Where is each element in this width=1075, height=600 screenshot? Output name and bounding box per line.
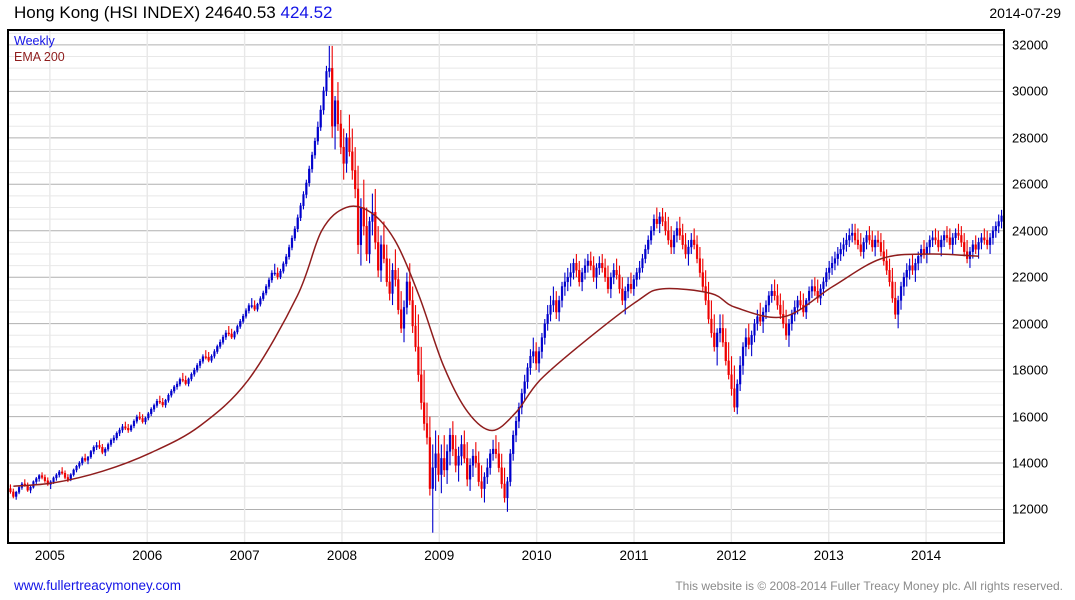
as-of-date: 2014-07-29 xyxy=(989,5,1061,21)
candlestick-series xyxy=(9,45,1003,533)
y-tick-label: 26000 xyxy=(1012,176,1049,192)
page-title: Hong Kong (HSI INDEX) 24640.53 424.52 xyxy=(14,3,333,23)
chart-header: Hong Kong (HSI INDEX) 24640.53 424.52 20… xyxy=(0,0,1075,28)
gridlines-major xyxy=(9,44,1003,510)
x-tick-label: 2005 xyxy=(34,548,65,563)
y-tick-label: 32000 xyxy=(1012,37,1049,53)
ema-200-line xyxy=(13,205,979,487)
y-tick-label: 22000 xyxy=(1012,269,1049,285)
y-tick-label: 16000 xyxy=(1012,409,1049,425)
y-axis-labels: 12000 14000 16000 18000 20000 22000 24000 26000… xyxy=(1012,29,1075,544)
site-url[interactable]: www.fullertreacymoney.com xyxy=(14,578,182,593)
x-tick-label: 2009 xyxy=(424,548,455,563)
x-tick-label: 2012 xyxy=(716,548,747,563)
y-tick-label: 28000 xyxy=(1012,130,1049,146)
y-tick-label: 14000 xyxy=(1012,455,1049,471)
gridlines-vertical xyxy=(49,31,927,542)
x-tick-label: 2007 xyxy=(229,548,260,563)
y-tick-label: 18000 xyxy=(1012,362,1049,378)
x-tick-label: 2014 xyxy=(911,548,942,563)
x-tick-label: 2006 xyxy=(132,548,163,563)
y-tick-label: 12000 xyxy=(1012,501,1049,517)
x-tick-label: 2011 xyxy=(619,548,649,563)
x-axis-labels: 2005 2006 2007 2008 2009 2010 2011 2012 2013 2014 xyxy=(7,548,1005,570)
y-tick-label: 24000 xyxy=(1012,223,1049,239)
y-tick-label: 20000 xyxy=(1012,316,1049,332)
y-tick-label: 30000 xyxy=(1012,83,1049,99)
price-chart-canvas xyxy=(9,31,1003,542)
gridlines-minor xyxy=(9,32,1003,534)
price-change: 424.52 xyxy=(280,3,333,22)
instrument-title: Hong Kong (HSI INDEX) 24640.53 xyxy=(14,3,276,22)
copyright-notice: This website is © 2008-2014 Fuller Treac… xyxy=(675,579,1063,593)
x-tick-label: 2010 xyxy=(521,548,552,563)
plot-area[interactable] xyxy=(7,29,1005,544)
x-tick-label: 2008 xyxy=(326,548,357,563)
x-tick-label: 2013 xyxy=(813,548,844,563)
